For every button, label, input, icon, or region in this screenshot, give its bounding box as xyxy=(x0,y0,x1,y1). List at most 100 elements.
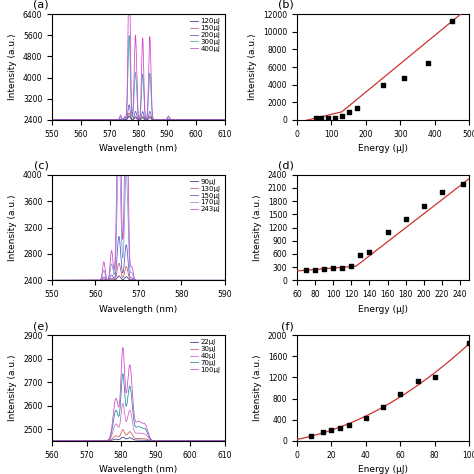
130μJ xyxy=(49,277,55,283)
X-axis label: Energy (μJ): Energy (μJ) xyxy=(358,144,408,153)
Text: (a): (a) xyxy=(33,0,49,10)
70μJ xyxy=(120,371,126,376)
300μJ xyxy=(122,115,128,121)
Line: 170μJ: 170μJ xyxy=(52,146,225,280)
Point xyxy=(379,82,387,89)
22μJ xyxy=(123,436,128,442)
Legend: 22μJ, 30μJ, 40μJ, 70μJ, 100μJ: 22μJ, 30μJ, 40μJ, 70μJ, 100μJ xyxy=(189,339,221,374)
Point xyxy=(320,265,328,273)
40μJ xyxy=(219,438,224,444)
120μJ xyxy=(208,117,213,123)
130μJ xyxy=(219,277,224,283)
200μJ xyxy=(126,102,132,108)
243μJ xyxy=(222,277,228,283)
130μJ xyxy=(69,277,74,283)
300μJ xyxy=(222,117,228,123)
120μJ xyxy=(174,117,180,123)
243μJ xyxy=(79,277,85,283)
Point xyxy=(424,59,432,66)
22μJ xyxy=(120,434,126,440)
90μJ xyxy=(222,277,228,283)
150μJ xyxy=(208,117,213,123)
243μJ xyxy=(123,88,128,94)
90μJ xyxy=(219,277,224,283)
200μJ xyxy=(49,117,55,123)
40μJ xyxy=(79,438,85,444)
Point xyxy=(400,75,408,82)
30μJ xyxy=(115,434,121,439)
90μJ xyxy=(123,274,128,280)
300μJ xyxy=(174,117,180,123)
Point xyxy=(356,251,364,259)
200μJ xyxy=(222,117,228,123)
X-axis label: Energy (μJ): Energy (μJ) xyxy=(358,305,408,314)
Point xyxy=(317,114,325,122)
400μJ xyxy=(123,114,129,120)
170μJ xyxy=(49,277,55,283)
Point xyxy=(465,339,473,347)
Point xyxy=(329,264,337,272)
Point xyxy=(354,105,361,112)
200μJ xyxy=(217,117,222,123)
Point xyxy=(347,263,355,270)
300μJ xyxy=(49,117,55,123)
300μJ xyxy=(131,92,137,98)
Line: 30μJ: 30μJ xyxy=(52,429,225,441)
70μJ xyxy=(79,438,85,444)
X-axis label: Energy (μJ): Energy (μJ) xyxy=(358,465,408,474)
200μJ xyxy=(123,117,129,122)
300μJ xyxy=(123,116,129,121)
30μJ xyxy=(200,438,205,444)
Text: (b): (b) xyxy=(278,0,293,10)
Point xyxy=(345,421,352,429)
Line: 200μJ: 200μJ xyxy=(52,105,225,120)
243μJ xyxy=(116,33,122,39)
Y-axis label: Intensity (a.u.): Intensity (a.u.) xyxy=(248,34,257,100)
Point xyxy=(312,114,319,122)
70μJ xyxy=(115,413,121,419)
Line: 120μJ: 120μJ xyxy=(52,116,225,120)
170μJ xyxy=(123,173,128,179)
150μJ xyxy=(174,117,180,123)
150μJ xyxy=(123,243,128,249)
Line: 90μJ: 90μJ xyxy=(52,276,225,280)
200μJ xyxy=(174,117,180,123)
X-axis label: Wavelength (nm): Wavelength (nm) xyxy=(99,144,177,153)
120μJ xyxy=(122,117,128,123)
22μJ xyxy=(222,438,228,444)
Point xyxy=(338,112,346,119)
170μJ xyxy=(200,277,205,283)
Point xyxy=(328,427,335,434)
100μJ xyxy=(120,345,126,350)
243μJ xyxy=(49,277,55,283)
Legend: 120μJ, 150μJ, 200μJ, 300μJ, 400μJ: 120μJ, 150μJ, 200μJ, 300μJ, 400μJ xyxy=(189,18,221,53)
22μJ xyxy=(200,438,205,444)
40μJ xyxy=(120,401,126,406)
Line: 400μJ: 400μJ xyxy=(52,0,225,120)
90μJ xyxy=(49,277,55,283)
120μJ xyxy=(217,117,222,123)
Legend: 90μJ, 130μJ, 150μJ, 170μJ, 243μJ: 90μJ, 130μJ, 150μJ, 170μJ, 243μJ xyxy=(189,178,221,213)
90μJ xyxy=(200,277,205,283)
Point xyxy=(331,114,338,122)
Point xyxy=(311,266,319,273)
X-axis label: Wavelength (nm): Wavelength (nm) xyxy=(99,465,177,474)
170μJ xyxy=(219,277,224,283)
30μJ xyxy=(49,438,55,444)
Point xyxy=(365,248,373,255)
Line: 40μJ: 40μJ xyxy=(52,403,225,441)
400μJ xyxy=(208,117,213,123)
120μJ xyxy=(123,117,129,123)
Point xyxy=(397,391,404,398)
70μJ xyxy=(69,438,74,444)
150μJ xyxy=(123,117,129,123)
100μJ xyxy=(49,438,55,444)
22μJ xyxy=(219,438,224,444)
130μJ xyxy=(123,264,128,270)
90μJ xyxy=(115,273,121,279)
150μJ xyxy=(49,277,55,283)
150μJ xyxy=(49,117,55,123)
Point xyxy=(384,228,392,236)
30μJ xyxy=(79,438,85,444)
22μJ xyxy=(49,438,55,444)
